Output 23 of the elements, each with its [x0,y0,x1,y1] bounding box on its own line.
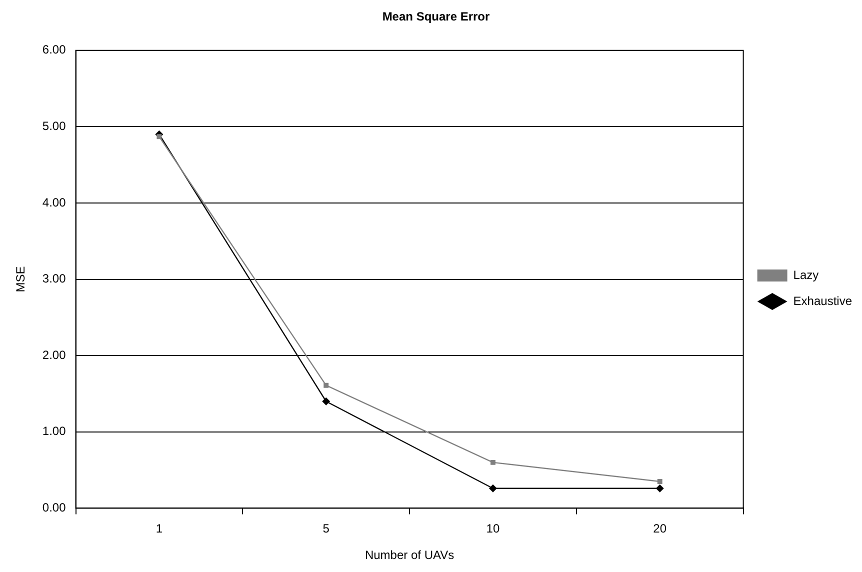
x-tick-label: 20 [653,522,667,536]
y-tick-label: 4.00 [42,195,66,210]
y-tick-label: 1.00 [42,424,66,438]
legend-label: Exhaustive [793,294,852,308]
chart-title: Mean Square Error [382,10,490,24]
point [324,382,329,388]
point [322,397,330,406]
point [488,484,497,492]
y-axis-title: MSE [14,266,28,292]
y-tick-label: 5.00 [42,119,66,134]
legend-label: Lazy [793,268,819,282]
y-tick-label: 2.00 [42,348,66,362]
y-tick-label: 6.00 [42,42,66,57]
x-tick-label: 10 [486,522,500,536]
point [657,479,662,484]
x-tick-label: 5 [322,522,330,536]
point [490,460,496,465]
y-tick-label: 0.00 [42,500,66,515]
x-axis-title: Number of UAVs [364,548,454,562]
x-tick-label: 1 [156,522,163,536]
y-tick-label: 3.00 [42,272,66,286]
point [656,484,664,492]
point [156,134,162,140]
